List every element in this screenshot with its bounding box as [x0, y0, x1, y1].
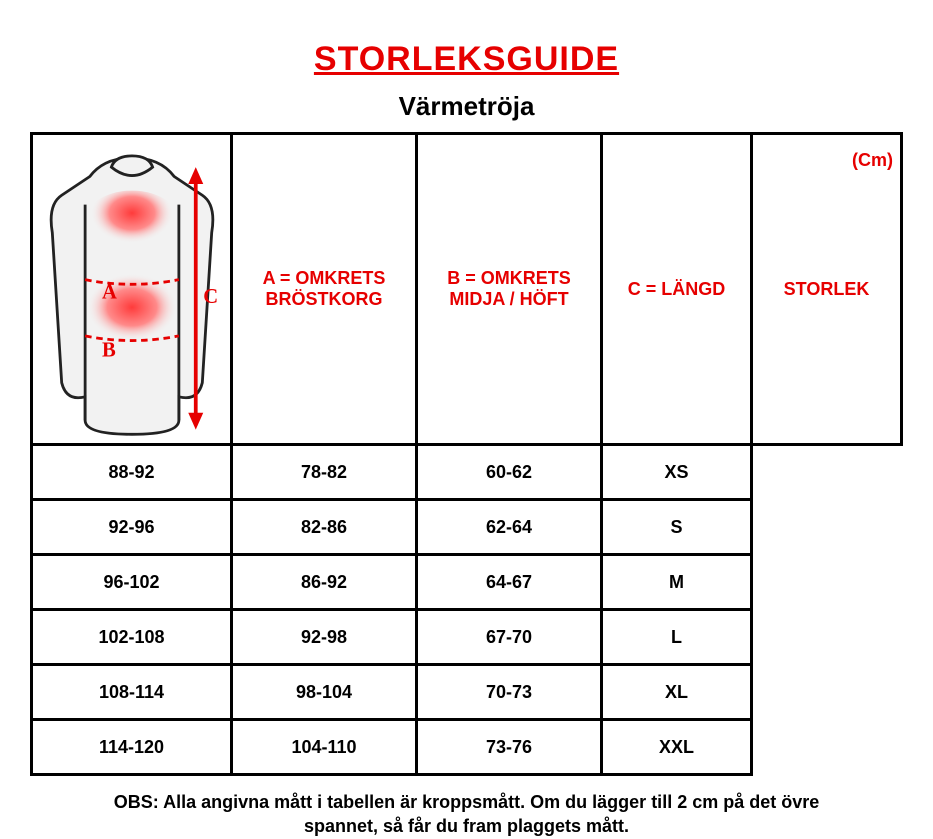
size-table: A B C A = OMKRETS BRÖSTKORG B = OMKRETS … [30, 132, 903, 776]
shirt-icon: A B C [38, 139, 226, 439]
cell-size: M [602, 555, 752, 610]
cell-c: 67-70 [417, 610, 602, 665]
cell-b: 78-82 [232, 445, 417, 500]
footnote: OBS: Alla angivna mått i tabellen är kro… [87, 790, 847, 839]
cell-b: 98-104 [232, 665, 417, 720]
table-row: 92-96 82-86 62-64 S [32, 500, 902, 555]
cell-size: S [602, 500, 752, 555]
cell-c: 73-76 [417, 720, 602, 775]
unit-label: (Cm) [852, 150, 893, 171]
cell-a: 96-102 [32, 555, 232, 610]
cell-size: XL [602, 665, 752, 720]
cell-a: 114-120 [32, 720, 232, 775]
cell-c: 60-62 [417, 445, 602, 500]
table-header-row: A B C A = OMKRETS BRÖSTKORG B = OMKRETS … [32, 134, 902, 445]
table-row: 114-120 104-110 73-76 XXL [32, 720, 902, 775]
cell-size: L [602, 610, 752, 665]
table-row: 88-92 78-82 60-62 XS [32, 445, 902, 500]
diagram-label-c: C [203, 286, 218, 308]
table-row: 102-108 92-98 67-70 L [32, 610, 902, 665]
col-header-c: C = LÄNGD [602, 134, 752, 445]
col-header-size: STORLEK [752, 134, 902, 445]
cell-b: 86-92 [232, 555, 417, 610]
size-guide-page: STORLEKSGUIDE Värmetröja (Cm) [0, 0, 933, 700]
shirt-diagram: A B C [37, 139, 226, 439]
col-header-a: A = OMKRETS BRÖSTKORG [232, 134, 417, 445]
cell-size: XXL [602, 720, 752, 775]
cell-b: 82-86 [232, 500, 417, 555]
page-subtitle: Värmetröja [30, 91, 903, 122]
cell-c: 62-64 [417, 500, 602, 555]
diagram-cell: A B C [32, 134, 232, 445]
cell-a: 108-114 [32, 665, 232, 720]
diagram-label-a: A [102, 281, 117, 303]
cell-a: 92-96 [32, 500, 232, 555]
diagram-label-b: B [102, 340, 116, 362]
table-body: 88-92 78-82 60-62 XS 92-96 82-86 62-64 S… [32, 445, 902, 775]
cell-b: 104-110 [232, 720, 417, 775]
cell-b: 92-98 [232, 610, 417, 665]
cell-a: 102-108 [32, 610, 232, 665]
cell-c: 70-73 [417, 665, 602, 720]
cell-a: 88-92 [32, 445, 232, 500]
table-row: 108-114 98-104 70-73 XL [32, 665, 902, 720]
page-title: STORLEKSGUIDE [30, 40, 903, 79]
cell-c: 64-67 [417, 555, 602, 610]
cell-size: XS [602, 445, 752, 500]
table-row: 96-102 86-92 64-67 M [32, 555, 902, 610]
col-header-b: B = OMKRETS MIDJA / HÖFT [417, 134, 602, 445]
